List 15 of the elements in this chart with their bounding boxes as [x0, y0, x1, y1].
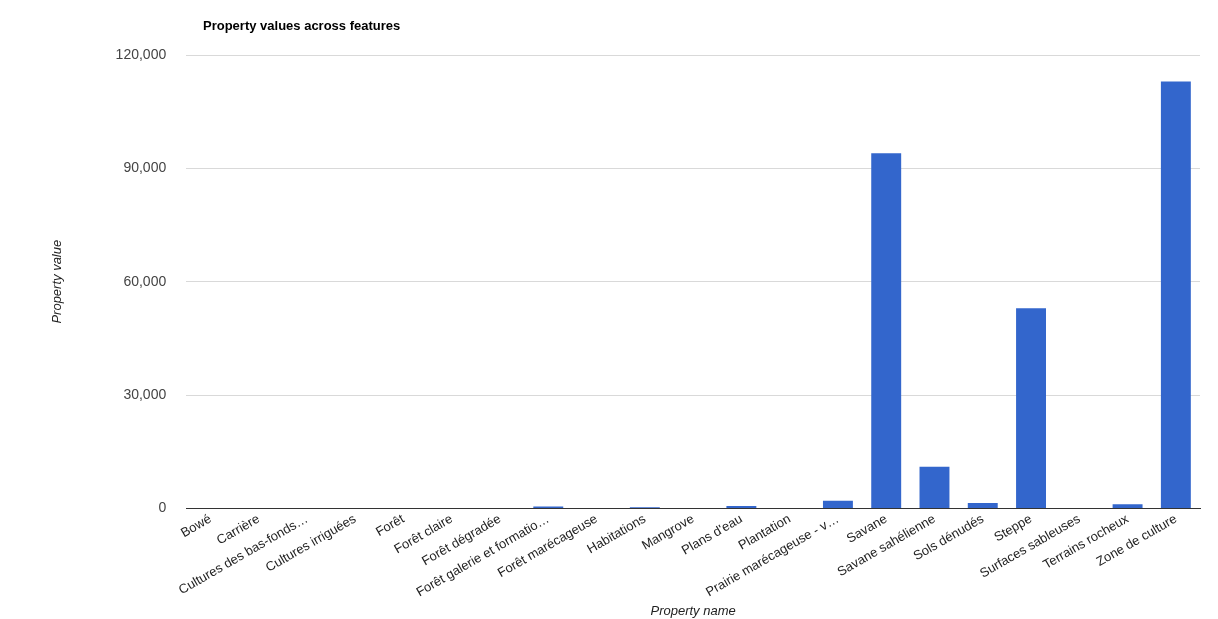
y-tick-label: 120,000 — [115, 45, 167, 62]
bar — [967, 503, 998, 508]
bar — [822, 500, 853, 508]
bar — [1112, 504, 1143, 508]
y-tick-label: 0 — [158, 499, 167, 516]
y-tick-label: 60,000 — [123, 272, 167, 289]
bar — [871, 153, 902, 508]
y-axis-title: Property value — [49, 239, 65, 324]
x-axis-title: Property name — [650, 602, 736, 618]
bar — [1016, 308, 1046, 508]
y-tick-label: 90,000 — [123, 159, 167, 176]
bar — [1160, 81, 1191, 508]
bar — [919, 466, 950, 508]
chart-title: Property values across features — [203, 18, 401, 33]
y-tick-label: 30,000 — [123, 385, 167, 402]
